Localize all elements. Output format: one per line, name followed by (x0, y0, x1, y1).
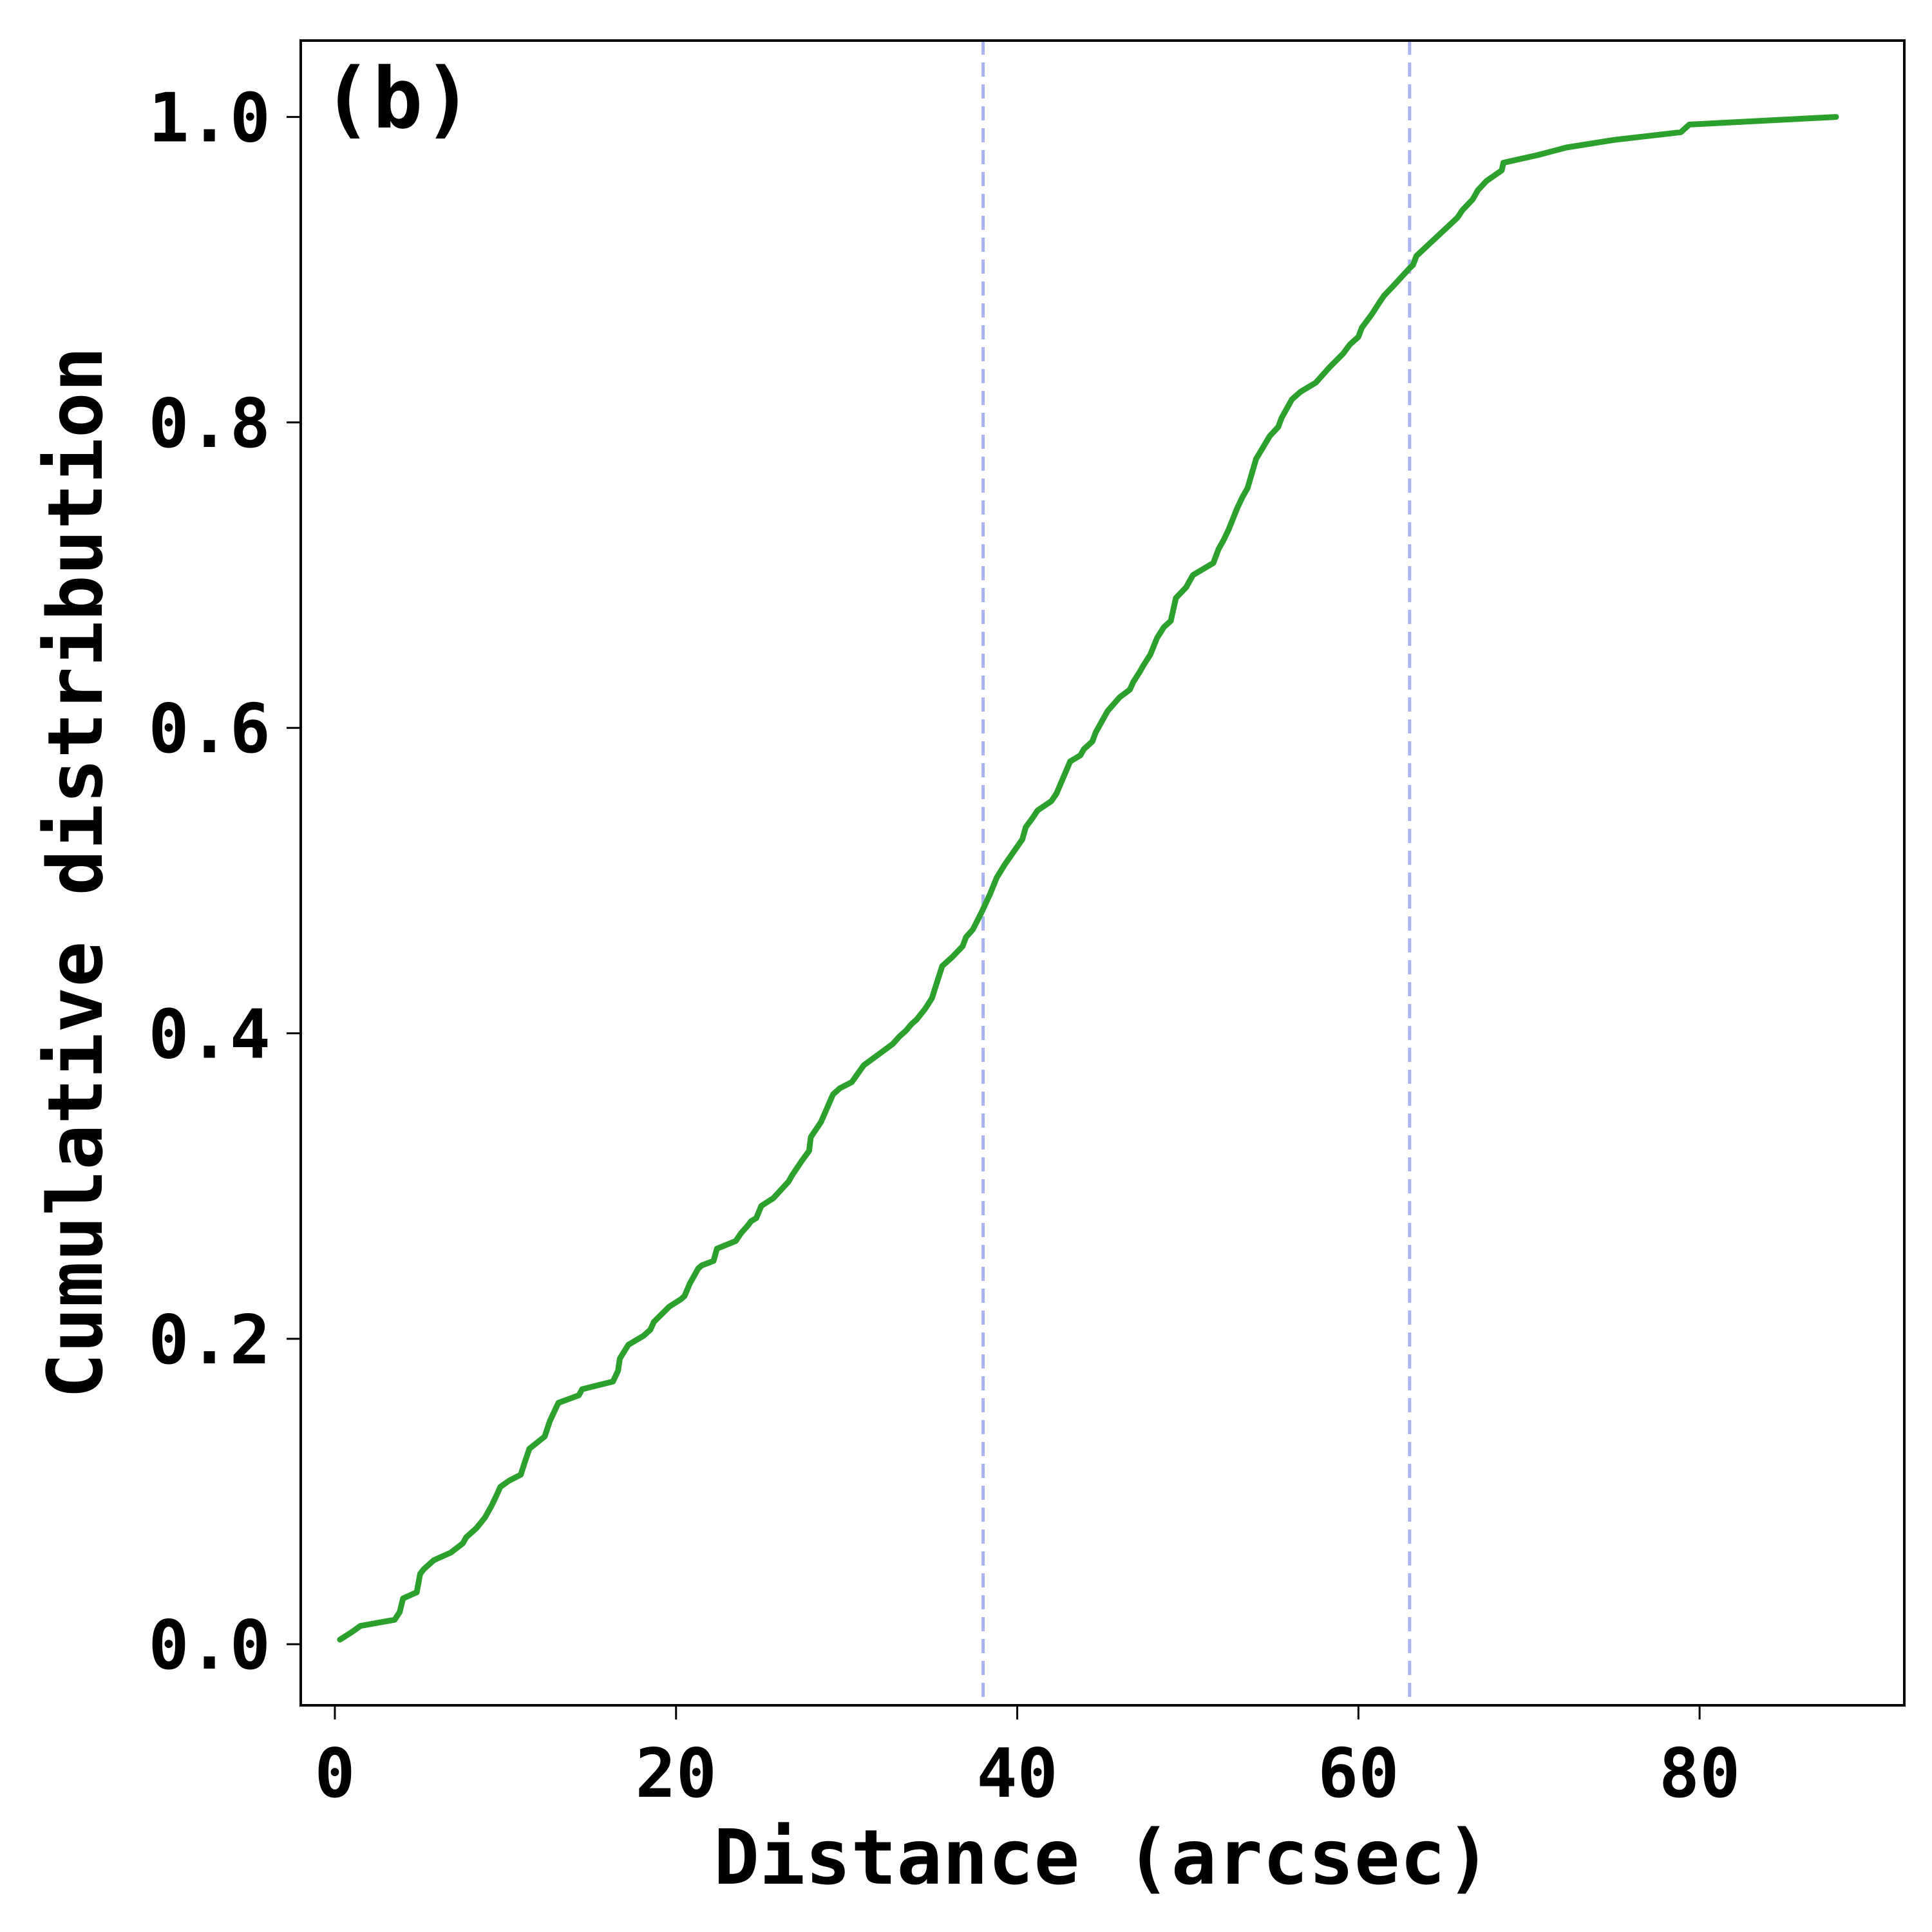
y-tick-label: 0.4 (148, 996, 270, 1074)
x-axis-ticks: 0 20 40 60 80 (314, 1705, 1740, 1813)
y-axis-label: Cumulative distribution (31, 346, 120, 1399)
plot-frame (299, 39, 1906, 1707)
y-axis-ticks: 0.0 0.2 0.4 0.6 0.8 1.0 (148, 79, 301, 1685)
y-tick-label: 0.2 (148, 1301, 270, 1379)
series-group (337, 114, 1839, 1643)
panel-label: (b) (322, 50, 473, 147)
y-tick-label: 0.6 (148, 690, 270, 768)
x-tick-label: 20 (636, 1734, 717, 1813)
y-tick-label: 1.0 (148, 79, 270, 158)
x-axis-label: Distance (arcsec) (714, 1813, 1492, 1902)
x-tick-label: 40 (976, 1734, 1057, 1813)
series-line (337, 114, 1839, 1643)
reference-lines (981, 41, 1412, 1705)
x-tick-label: 60 (1318, 1734, 1399, 1813)
y-tick-label: 0.8 (148, 384, 270, 463)
x-tick-label: 80 (1659, 1734, 1740, 1813)
x-tick-label: 0 (314, 1734, 355, 1813)
y-tick-label: 0.0 (148, 1606, 270, 1685)
